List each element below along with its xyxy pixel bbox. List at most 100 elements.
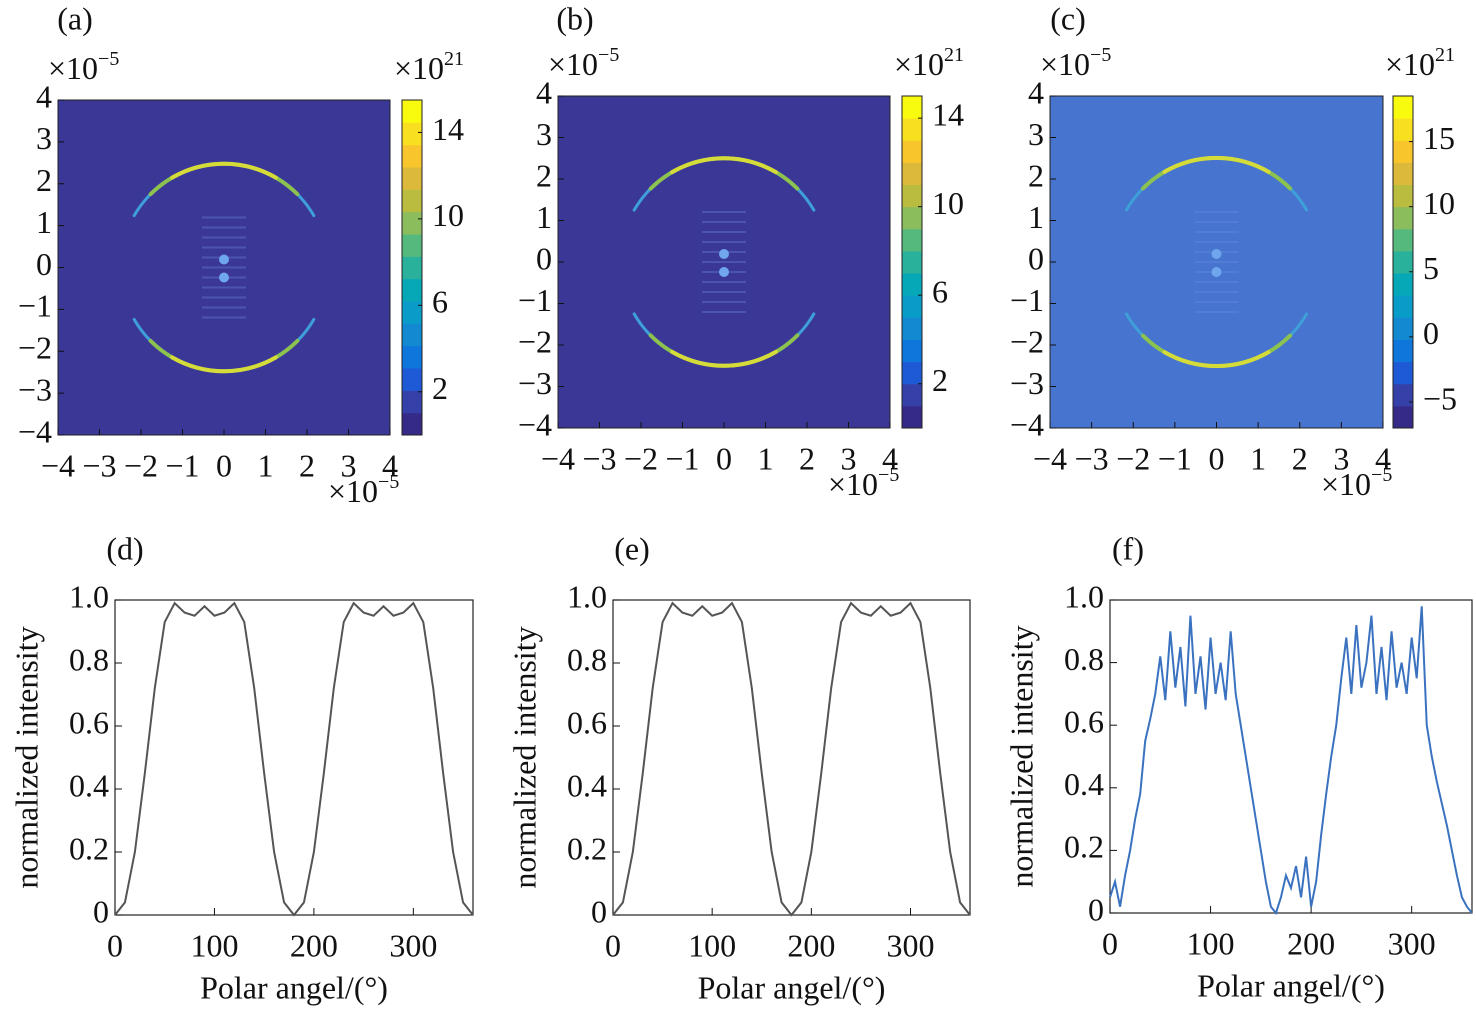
x-axis-label: Polar angel/(°) (200, 969, 388, 1005)
x-tick-label: −1 (165, 447, 199, 483)
axis-multiplier: ×10−5 (548, 44, 619, 83)
y-tick-label: −4 (518, 406, 552, 442)
x-tick-label: −3 (582, 440, 616, 476)
x-tick-label: 300 (1388, 925, 1436, 961)
y-tick-label: −1 (518, 282, 552, 318)
center-spot (719, 267, 729, 277)
colorbar-step (402, 368, 422, 391)
multiplier-base: ×10 (1040, 46, 1090, 82)
colorbar-step (402, 234, 422, 257)
line-series (114, 601, 474, 917)
multiplier-exponent: 21 (1435, 44, 1455, 66)
colorbar-step (902, 273, 922, 296)
y-tick-label: 0.2 (1064, 829, 1104, 865)
colorbar-step (1393, 140, 1413, 163)
colorbar-step (402, 144, 422, 168)
axis-multiplier: ×10−5 (328, 471, 399, 510)
y-axis-label: normalized intensity (506, 626, 542, 888)
y-tick-label: 2 (536, 157, 552, 193)
center-spot (1211, 267, 1222, 277)
x-tick-label: 0 (716, 440, 732, 476)
heatmap-background (1050, 96, 1383, 428)
x-tick-label: 200 (787, 927, 835, 963)
colorbar-tick-label: 2 (932, 362, 948, 398)
colorbar-step (1393, 250, 1413, 274)
ring-arc (170, 161, 278, 180)
axis-multiplier: ×1021 (1385, 44, 1455, 83)
multiplier-exponent: −5 (98, 48, 119, 70)
y-tick-label: 3 (536, 116, 552, 152)
y-tick-label: 1 (536, 199, 552, 235)
y-tick-label: 4 (36, 78, 52, 114)
multiplier-exponent: −5 (378, 471, 399, 493)
x-tick-label: 200 (290, 927, 338, 963)
colorbar-step (402, 100, 422, 123)
colorbar-tick-label: 10 (1423, 185, 1455, 221)
y-tick-label: −4 (18, 413, 52, 449)
y-tick-label: 3 (1028, 116, 1044, 152)
center-spot (219, 272, 229, 283)
colorbar-step (402, 412, 422, 436)
colorbar-tick-label: 5 (1423, 250, 1439, 286)
x-tick-label: 3 (1333, 440, 1349, 476)
colorbar-step (1393, 361, 1413, 385)
multiplier-exponent: −5 (878, 464, 899, 486)
y-tick-label: 0 (93, 893, 109, 929)
y-tick-label: 0.8 (567, 641, 607, 677)
colorbar-step (402, 390, 422, 414)
x-tick-label: −3 (1075, 440, 1109, 476)
colorbar-step (1393, 118, 1413, 141)
y-tick-label: 1.0 (69, 578, 109, 614)
y-tick-label: −2 (18, 330, 52, 366)
heatmap-background (58, 100, 390, 435)
colorbar-step (402, 189, 422, 213)
axis-multiplier: ×10−5 (1321, 464, 1392, 503)
panel-label: (e) (614, 530, 650, 566)
x-tick-label: 100 (1187, 925, 1235, 961)
y-tick-label: 0 (591, 893, 607, 929)
multiplier-base: ×10 (548, 46, 598, 82)
multiplier-exponent: 21 (944, 44, 964, 66)
x-tick-label: −1 (665, 440, 699, 476)
y-tick-label: 0.8 (69, 641, 109, 677)
x-tick-label: 3 (841, 440, 857, 476)
x-tick-label: 2 (299, 447, 315, 483)
x-tick-label: 100 (190, 927, 238, 963)
x-tick-label: −2 (624, 440, 658, 476)
y-tick-label: 1.0 (567, 578, 607, 614)
y-tick-label: 0.6 (1064, 704, 1104, 740)
x-tick-label: 4 (882, 440, 898, 476)
y-tick-label: 0.4 (69, 767, 109, 803)
y-axis-label: normalized intensity (8, 626, 44, 888)
y-axis-label: normalized intensity (1003, 625, 1039, 887)
x-tick-label: −2 (124, 447, 158, 483)
colorbar-step (402, 256, 422, 280)
heatmap-background (558, 96, 890, 428)
multiplier-base: ×10 (828, 466, 878, 502)
x-tick-label: 0 (216, 447, 232, 483)
multiplier-base: ×10 (1385, 46, 1435, 82)
panel-label: (c) (1050, 0, 1086, 36)
y-tick-label: 4 (1028, 74, 1044, 110)
y-tick-label: −1 (18, 288, 52, 324)
y-tick-label: 0.6 (69, 704, 109, 740)
colorbar-tick-label: 14 (432, 111, 464, 147)
ring-arc (1162, 350, 1271, 368)
x-tick-label: −4 (41, 447, 75, 483)
colorbar-step (902, 206, 922, 230)
colorbar-tick-label: 6 (432, 284, 448, 320)
x-tick-label: 0 (1209, 440, 1225, 476)
colorbar-step (1393, 339, 1413, 363)
panel-label: (b) (556, 0, 593, 36)
ring-arc (170, 355, 278, 374)
x-tick-label: 300 (389, 927, 437, 963)
colorbar-step (402, 323, 422, 347)
x-tick-label: −4 (1033, 440, 1067, 476)
multiplier-base: ×10 (48, 50, 98, 86)
y-tick-label: 0.2 (69, 830, 109, 866)
x-tick-label: 0 (107, 927, 123, 963)
x-axis-label: Polar angel/(°) (1197, 967, 1385, 1003)
y-tick-label: 1.0 (1064, 578, 1104, 614)
colorbar-tick-label: 0 (1423, 315, 1439, 351)
